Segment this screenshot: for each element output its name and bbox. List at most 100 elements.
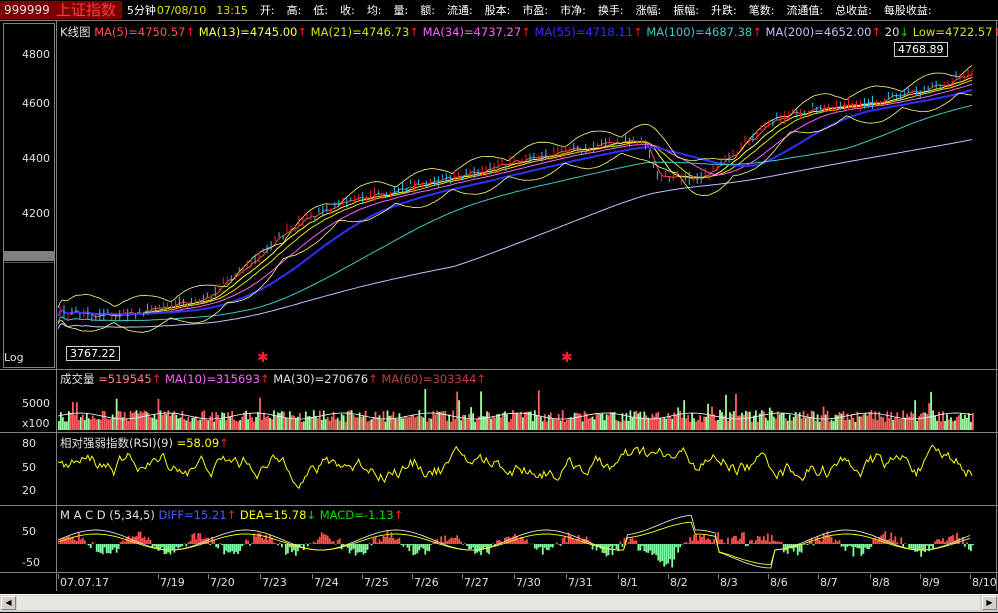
signal-star-icon: ✱	[257, 350, 269, 366]
macd-bar	[462, 544, 465, 545]
volume-bar	[555, 418, 558, 430]
volume-bar	[862, 414, 865, 430]
volume-bar	[143, 410, 146, 430]
macd-bar	[555, 542, 558, 544]
horizontal-scrollbar[interactable]: ◀ ▶	[0, 594, 998, 612]
macd-bar	[277, 544, 279, 546]
macd-bar	[191, 534, 194, 544]
volume-bar	[623, 420, 626, 430]
macd-bar	[65, 537, 68, 544]
volume-bar	[836, 415, 839, 430]
macd-bar	[448, 539, 451, 544]
volume-bar	[93, 418, 96, 430]
macd-bar	[597, 544, 600, 547]
macd-bar	[330, 541, 333, 544]
macd-bar	[890, 532, 893, 544]
volume-bar	[882, 417, 885, 430]
macd-bar	[332, 541, 335, 544]
macd-title[interactable]: M A C D	[60, 508, 106, 522]
scroll-left-button[interactable]: ◀	[1, 596, 16, 610]
volume-bar	[348, 410, 351, 430]
macd-bar	[338, 538, 341, 544]
period-selector[interactable]: 5分钟	[126, 4, 156, 17]
volume-bar	[894, 417, 897, 430]
macd-bar	[109, 544, 112, 554]
kline-title[interactable]: K线图	[60, 25, 91, 39]
macd-bar	[342, 544, 345, 546]
volume-bar	[677, 407, 680, 430]
volume-bar	[430, 418, 433, 430]
volume-bar	[99, 419, 102, 430]
macd-diff-line	[57, 514, 971, 569]
rsi-title[interactable]: 相对强弱指数(RSI)(9)	[60, 436, 173, 450]
macd-tick: 50	[22, 525, 36, 538]
macd-bar	[517, 539, 520, 544]
macd-bar	[237, 544, 240, 554]
volume-bar	[627, 420, 630, 430]
time-label: 8/8	[872, 576, 890, 589]
stock-name[interactable]: 上证指数	[53, 1, 122, 19]
macd-bar	[968, 544, 970, 550]
volume-bar	[494, 417, 496, 430]
volume-bar	[85, 412, 88, 430]
volume-bar	[679, 410, 682, 430]
volume-bar	[922, 412, 925, 430]
macd-bar	[452, 538, 455, 544]
macd-bar	[727, 537, 729, 544]
macd-bar	[235, 544, 238, 552]
macd-bar	[816, 536, 819, 544]
macd-bar	[189, 540, 192, 544]
stock-code[interactable]: 999999	[0, 1, 54, 19]
volume-bar	[962, 418, 964, 430]
volume-bar	[139, 411, 142, 430]
macd-bar	[653, 544, 656, 554]
volume-bar	[543, 414, 546, 430]
macd-bar	[173, 544, 176, 553]
macd-bar	[229, 544, 232, 553]
time-tick	[462, 574, 463, 579]
macd-bar	[940, 540, 942, 544]
volume-bar	[97, 419, 100, 430]
volume-ma30: MA(30)=270676	[273, 372, 369, 386]
volume-bar	[209, 416, 212, 430]
ma-line	[57, 139, 973, 329]
volume-bar	[326, 417, 329, 430]
volume-bar	[908, 416, 911, 430]
macd-bar	[382, 536, 385, 544]
macd-bar	[577, 534, 580, 544]
volume-bar	[95, 419, 98, 430]
macd-bar	[737, 540, 739, 544]
volume-bar	[727, 420, 729, 430]
volume-bar	[482, 416, 484, 430]
macd-bar	[87, 544, 90, 546]
volume-bar	[625, 413, 628, 430]
volume-bar	[211, 412, 214, 430]
volume-bar	[713, 414, 715, 430]
down-arrow-icon: ↓	[899, 25, 910, 39]
scroll-track[interactable]	[17, 596, 980, 610]
macd-bar	[215, 544, 218, 548]
volume-bar	[938, 411, 940, 430]
volume-legend: 成交量 =519545↑ MA(10)=315693↑ MA(30)=27067…	[60, 371, 486, 387]
macd-bar	[774, 541, 777, 544]
volume-bar	[539, 416, 542, 430]
price-axis-scroll-track[interactable]	[4, 262, 54, 358]
price-axis-scroll-thumb[interactable]	[4, 251, 54, 261]
field-trades: 笔数:	[748, 4, 775, 17]
volume-bar	[279, 413, 281, 430]
macd-params: (5,34,5)	[109, 508, 155, 522]
volume-bar	[177, 418, 180, 430]
volume-title[interactable]: 成交量	[60, 372, 95, 386]
macd-bar	[169, 544, 172, 555]
bollinger-band	[57, 92, 973, 333]
macd-bar	[679, 544, 682, 548]
scroll-right-button[interactable]: ▶	[982, 596, 997, 610]
volume-bar	[516, 413, 518, 430]
macd-bar	[860, 544, 863, 556]
field-amount: 额:	[420, 4, 435, 17]
bollinger-band	[57, 65, 973, 308]
volume-bar	[788, 414, 791, 430]
log-scale-toggle[interactable]: Log	[4, 351, 24, 364]
macd-bar	[958, 538, 960, 544]
